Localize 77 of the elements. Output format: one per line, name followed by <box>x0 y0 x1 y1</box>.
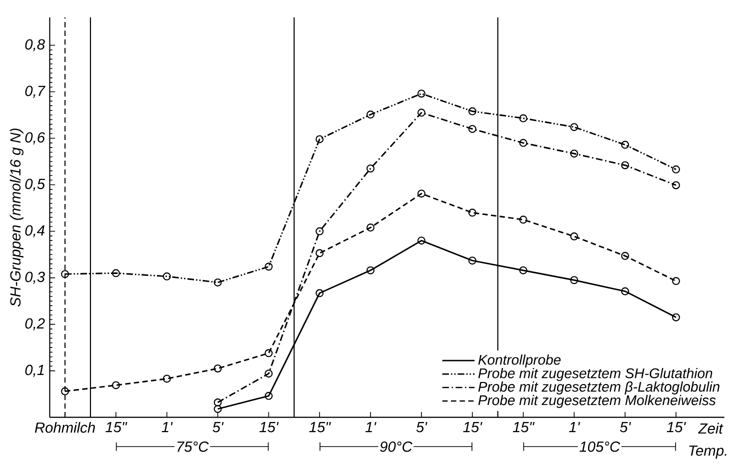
point <box>214 364 222 372</box>
point <box>519 138 528 147</box>
y-tick-label: 0,7 <box>25 86 46 98</box>
point <box>519 114 528 122</box>
y-tick-label: 0,1 <box>25 364 44 377</box>
point <box>214 398 222 406</box>
point <box>621 140 630 149</box>
point <box>366 266 375 274</box>
point <box>264 262 273 271</box>
y-tick-label: 0,5 <box>25 178 46 191</box>
point <box>417 236 426 245</box>
y-tick-label: 0,6 <box>25 132 46 144</box>
point <box>570 232 578 240</box>
x-tick-label: 5' <box>416 422 428 432</box>
x-tick-label: Rohmilch <box>34 422 95 433</box>
point <box>417 190 426 198</box>
x-tick-label: 5' <box>212 422 224 432</box>
legend-label: Probe mit zugesetztem Molkeneiweiss <box>478 394 716 408</box>
point <box>621 287 630 296</box>
point <box>366 110 375 119</box>
point <box>570 150 578 158</box>
x-tick-label: 1' <box>162 422 173 432</box>
text: 75°C <box>177 441 209 452</box>
legend-label: Probe mit zugesetztem SH-Glutathion <box>478 368 712 382</box>
point <box>264 349 273 358</box>
point <box>519 216 528 224</box>
point <box>264 370 273 378</box>
point <box>672 165 680 174</box>
point <box>61 387 70 396</box>
point <box>672 181 680 190</box>
x-tick-label: 15' <box>259 422 279 432</box>
x-tick-label: 15" <box>106 422 128 432</box>
x-tick-label: 15" <box>309 422 331 432</box>
point <box>112 269 120 278</box>
point <box>570 123 578 132</box>
text: 90°C <box>380 441 412 452</box>
x-tick-label: 1' <box>569 422 580 432</box>
point <box>672 313 680 322</box>
point <box>162 374 171 383</box>
x-tick-label: 5' <box>620 422 631 432</box>
y-tick-label: 0,3 <box>25 272 45 284</box>
y-axis-title: SH-Gruppen (mmol/16 g N) <box>10 128 24 307</box>
legend-label: Kontrollprobe <box>478 354 561 368</box>
point <box>214 404 222 413</box>
point <box>366 164 375 172</box>
x-tick-label: 15' <box>666 422 686 432</box>
point <box>417 90 426 98</box>
x-tick-label: 15" <box>512 422 535 432</box>
point <box>112 381 120 390</box>
point <box>468 107 476 116</box>
point <box>366 224 375 232</box>
legend-label: Probe mit zugesetztem β-Laktoglobulin <box>478 381 720 394</box>
point <box>316 289 324 298</box>
point <box>621 161 630 170</box>
point <box>468 208 476 217</box>
text: Temp. <box>689 446 726 459</box>
point <box>316 249 324 258</box>
point <box>214 278 222 286</box>
point <box>264 392 273 400</box>
point <box>162 272 171 280</box>
point <box>468 124 476 133</box>
point <box>61 270 70 278</box>
point <box>570 276 578 284</box>
x-axis-title: Zeit <box>698 422 724 434</box>
point <box>316 135 324 144</box>
point <box>672 277 680 286</box>
x-tick-label: 15' <box>463 422 482 432</box>
point <box>417 108 426 117</box>
x-tick-label: 1' <box>365 422 376 432</box>
point <box>621 252 630 260</box>
point <box>468 256 476 265</box>
y-tick-label: 0,2 <box>25 318 45 330</box>
point <box>316 227 324 236</box>
y-tick-label: 0,4 <box>25 225 44 238</box>
point <box>519 266 528 274</box>
y-tick-label: 0,8 <box>25 39 45 52</box>
text: 105°C <box>580 441 620 452</box>
